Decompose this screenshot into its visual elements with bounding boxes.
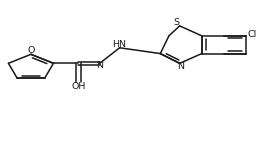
Text: Cl: Cl bbox=[248, 30, 257, 39]
Text: HN: HN bbox=[113, 40, 127, 49]
Text: N: N bbox=[96, 61, 103, 70]
Text: O: O bbox=[27, 46, 35, 55]
Text: S: S bbox=[174, 18, 179, 27]
Text: OH: OH bbox=[71, 82, 85, 91]
Text: N: N bbox=[177, 62, 184, 71]
